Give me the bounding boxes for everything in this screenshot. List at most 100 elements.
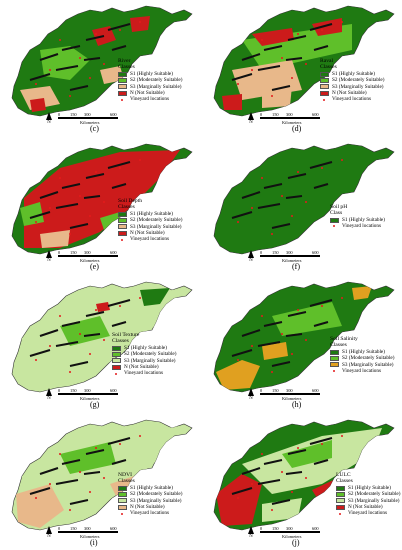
legend-label: S3 (Marginally Suitable)	[342, 361, 394, 368]
vineyard-point	[291, 215, 293, 217]
legend-item: N (Not Suitable)	[320, 90, 384, 96]
legend-item: S1 (Highly Suitable)	[320, 71, 384, 77]
scale-bar: 0 150 300 600 Kilometers	[260, 388, 320, 401]
legend-label: Vineyard locations	[124, 370, 164, 377]
legend-swatch	[336, 491, 345, 497]
vineyard-point	[69, 233, 71, 235]
vineyard-point	[59, 177, 61, 179]
vineyard-point	[139, 159, 141, 161]
legend-item: S1 (Highly Suitable)	[118, 211, 182, 217]
panel-label: (f)	[292, 262, 300, 271]
vineyard-point	[69, 371, 71, 373]
legend-swatch	[336, 498, 345, 504]
vineyard-point	[261, 39, 263, 41]
legend-item: S3 (Marginally Suitable)	[336, 498, 400, 504]
legend-label: S3 (Marginally Suitable)	[124, 357, 176, 364]
vineyard-point	[103, 339, 105, 341]
legend-item: S2 (Moderately Suitable)	[112, 351, 176, 357]
legend-title: Soil pH	[330, 204, 348, 210]
panel-label: (g)	[90, 400, 100, 409]
vineyard-point	[297, 33, 299, 35]
class-patch	[262, 342, 288, 360]
class-patch	[262, 86, 292, 108]
vineyard-point	[321, 167, 323, 169]
legend-item-vineyard: Vineyard locations	[118, 236, 182, 242]
vineyard-marker-icon	[118, 511, 127, 516]
country-map	[11, 143, 193, 255]
legend-swatch	[118, 498, 127, 504]
vineyard-point	[35, 359, 37, 361]
legend-label: S1 (Highly Suitable)	[130, 70, 173, 77]
vineyard-point	[261, 177, 263, 179]
vineyard-marker-icon	[118, 97, 127, 102]
north-arrow-icon: N	[46, 250, 52, 263]
vineyard-point	[69, 509, 71, 511]
legend-label: N (Not Suitable)	[348, 504, 383, 511]
legend-swatch	[118, 504, 127, 510]
class-patch	[312, 18, 342, 36]
vineyard-point	[119, 305, 121, 307]
legend-swatch	[118, 217, 127, 223]
scale-bar: 0 150 300 600 Kilometers	[58, 250, 118, 263]
vineyard-point	[251, 483, 253, 485]
map-legend: NDVI Classes S1 (Highly Suitable) S2 (Mo…	[118, 472, 182, 517]
legend-label: S2 (Moderately Suitable)	[130, 77, 183, 84]
legend-item: S1 (Highly Suitable)	[118, 485, 182, 491]
vineyard-point	[297, 309, 299, 311]
vineyard-point	[119, 167, 121, 169]
vineyard-point	[341, 159, 343, 161]
class-patch	[140, 288, 170, 306]
vineyard-point	[103, 201, 105, 203]
legend-swatch	[112, 358, 121, 364]
legend-item: S1 (Highly Suitable)	[330, 349, 394, 355]
north-arrow-icon: N	[46, 112, 52, 125]
legend-item-vineyard: Vineyard locations	[112, 370, 176, 376]
legend-item: S3 (Marginally Suitable)	[118, 224, 182, 230]
vineyard-point	[35, 221, 37, 223]
legend-label: S1 (Highly Suitable)	[130, 484, 173, 491]
legend-item-vineyard: Vineyard locations	[330, 223, 385, 229]
scale-bar: 0 150 300 600 Kilometers	[260, 250, 320, 263]
vineyard-point	[103, 477, 105, 479]
black-streaks	[29, 161, 131, 229]
legend-item-vineyard: Vineyard locations	[118, 510, 182, 516]
vineyard-marker-icon	[330, 369, 339, 374]
legend-subtitle: Classes	[118, 478, 135, 485]
class-patch	[252, 28, 294, 46]
vineyard-point	[139, 297, 141, 299]
vineyard-point	[95, 33, 97, 35]
class-patch	[282, 440, 332, 468]
map-panel-c: River Classes S1 (Highly Suitable) S2 (M…	[0, 0, 200, 136]
vineyard-point	[281, 333, 283, 335]
class-patch	[40, 230, 70, 248]
legend-swatch	[112, 364, 121, 370]
vineyard-point	[305, 63, 307, 65]
vineyard-point	[251, 69, 253, 71]
legend-label: N (Not Suitable)	[332, 90, 367, 97]
legend-label: S1 (Highly Suitable)	[130, 210, 173, 217]
legend-label: S3 (Marginally Suitable)	[130, 83, 182, 90]
class-patch	[16, 484, 64, 528]
legend-item-vineyard: Vineyard locations	[320, 96, 384, 102]
legend-swatch	[330, 217, 339, 223]
vineyard-point	[321, 305, 323, 307]
vineyard-point	[321, 29, 323, 31]
vineyard-point	[95, 171, 97, 173]
legend-label: S3 (Marginally Suitable)	[130, 497, 182, 504]
legend-label: S2 (Moderately Suitable)	[124, 351, 177, 358]
vineyard-point	[79, 333, 81, 335]
vineyard-point	[291, 491, 293, 493]
class-patch	[130, 16, 150, 32]
legend-item: N (Not Suitable)	[118, 90, 182, 96]
legend-swatch	[118, 90, 127, 96]
legend-swatch	[320, 84, 329, 90]
legend-label: S3 (Marginally Suitable)	[332, 83, 384, 90]
legend-item: S1 (Highly Suitable)	[118, 71, 182, 77]
legend-item: N (Not Suitable)	[336, 504, 400, 510]
legend-label: Vineyard locations	[348, 510, 388, 517]
map-panel-e: Soil Depth Classes S1 (Highly Suitable) …	[0, 138, 200, 274]
vineyard-point	[305, 477, 307, 479]
map-legend: River Classes S1 (Highly Suitable) S2 (M…	[118, 58, 182, 103]
legend-swatch	[320, 90, 329, 96]
legend-item: N (Not Suitable)	[118, 504, 182, 510]
